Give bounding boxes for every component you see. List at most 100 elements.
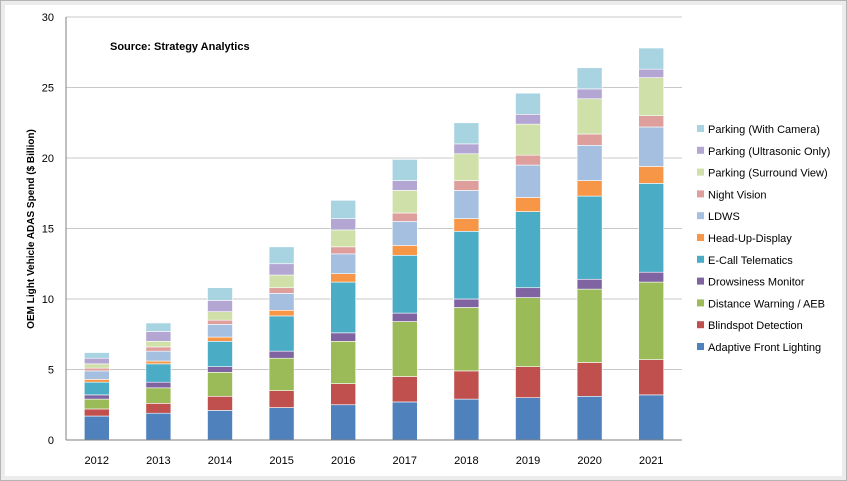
legend-label: Blindspot Detection — [708, 320, 803, 332]
bar-segment-ldws — [453, 190, 480, 219]
legend-swatch — [697, 343, 704, 350]
y-tick-label: 0 — [48, 435, 54, 447]
legend-item: Parking (Surround View) — [697, 168, 828, 180]
bar-segment-head-up-display — [145, 360, 172, 365]
bar-segment-e-call-telematics — [145, 363, 172, 383]
bar-segment-adaptive-front-lighting — [391, 401, 418, 441]
bar-stack-2015 — [268, 246, 295, 441]
bar-segment-parking-ultrasonic-only — [391, 180, 418, 191]
bar-segment-parking-ultrasonic-only — [515, 113, 541, 125]
bar-segment-night-vision — [638, 115, 665, 128]
bar-segment-ldws — [207, 324, 233, 338]
x-tick-label: 2018 — [454, 455, 478, 467]
legend-swatch — [697, 299, 704, 307]
bar-segment-night-vision — [391, 212, 418, 222]
bar-segment-ldws — [145, 350, 172, 362]
legend-label: Night Vision — [708, 189, 767, 201]
bar-segment-parking-surround-view — [453, 153, 480, 181]
bar-segment-distance-warning-aeb — [84, 398, 110, 410]
bar-segment-night-vision — [84, 367, 110, 372]
bar-segment-drowsiness-monitor — [145, 381, 172, 389]
bar-segment-adaptive-front-lighting — [515, 397, 541, 441]
bar-segment-parking-with-camera — [330, 200, 357, 219]
bar-segment-parking-surround-view — [84, 363, 110, 369]
legend-swatch — [697, 277, 704, 285]
legend-label: Parking (Ultrasonic Only) — [708, 146, 830, 158]
bar-segment-blindspot-detection — [268, 390, 295, 408]
bar-segment-blindspot-detection — [84, 408, 110, 417]
bar-segment-parking-surround-view — [145, 340, 172, 348]
bar-segment-e-call-telematics — [84, 381, 110, 396]
bar-segment-head-up-display — [391, 245, 418, 256]
legend-swatch — [697, 234, 704, 241]
bar-stack-2021 — [638, 47, 665, 441]
legend-item: Parking (Ultrasonic Only) — [697, 146, 830, 158]
legend-item: Parking (With Camera) — [697, 124, 820, 136]
y-tick-label: 15 — [42, 224, 54, 236]
bar-segment-parking-with-camera — [207, 287, 233, 301]
bar-segment-distance-warning-aeb — [330, 340, 357, 384]
bar-segment-ldws — [515, 164, 541, 198]
bar-segment-head-up-display — [576, 180, 603, 197]
bar-segment-blindspot-detection — [145, 403, 172, 414]
bar-segment-adaptive-front-lighting — [576, 395, 603, 441]
bar-segment-distance-warning-aeb — [453, 307, 480, 372]
bar-stack-2019 — [515, 92, 541, 441]
x-tick-label: 2020 — [577, 455, 601, 467]
x-tick-label: 2014 — [208, 455, 232, 467]
legend-swatch — [697, 255, 704, 263]
legend-swatch — [697, 146, 704, 154]
legend-item: Drowsiness Monitor — [697, 277, 805, 289]
bar-segment-distance-warning-aeb — [207, 372, 233, 397]
bar-segment-adaptive-front-lighting — [207, 410, 233, 441]
bar-segment-adaptive-front-lighting — [84, 415, 110, 441]
bar-segment-e-call-telematics — [268, 315, 295, 352]
bar-segment-blindspot-detection — [391, 376, 418, 403]
x-tick-label: 2013 — [146, 455, 170, 467]
x-tick-label: 2021 — [639, 455, 663, 467]
bar-segment-blindspot-detection — [330, 383, 357, 406]
bar-segment-parking-ultrasonic-only — [145, 331, 172, 342]
legend-label: Drowsiness Monitor — [708, 277, 805, 289]
bar-segment-parking-with-camera — [576, 67, 603, 90]
bar-segment-parking-ultrasonic-only — [453, 143, 480, 155]
bar-segment-e-call-telematics — [638, 183, 665, 273]
bar-segment-head-up-display — [207, 336, 233, 342]
bar-segment-drowsiness-monitor — [576, 278, 603, 290]
bar-segment-head-up-display — [84, 379, 110, 383]
bar-segment-drowsiness-monitor — [268, 350, 295, 359]
y-tick-label: 20 — [42, 153, 54, 165]
y-axis-title: OEM Light Vehicle ADAS Spend ($ Billion) — [26, 129, 37, 329]
bar-stack-2016 — [330, 200, 357, 441]
bar-segment-night-vision — [576, 133, 603, 146]
bar-segment-e-call-telematics — [391, 254, 418, 314]
bar-segment-distance-warning-aeb — [638, 281, 665, 360]
bar-segment-parking-with-camera — [391, 159, 418, 181]
bar-segment-head-up-display — [453, 218, 480, 232]
bar-segment-ldws — [391, 221, 418, 246]
legend-item: LDWS — [697, 211, 740, 223]
bar-segment-ldws — [638, 126, 665, 167]
x-tick-labels: 2012 2013 2014 2015 2016 2017 2018 2019 2020 2021 — [85, 455, 664, 467]
bar-segment-parking-ultrasonic-only — [638, 68, 665, 78]
legend-label: Parking (With Camera) — [708, 124, 820, 136]
bar-segment-drowsiness-monitor — [453, 298, 480, 308]
x-tick-label: 2016 — [331, 455, 355, 467]
bar-segment-night-vision — [268, 287, 295, 294]
bar-segment-parking-ultrasonic-only — [576, 88, 603, 100]
bar-segment-drowsiness-monitor — [638, 271, 665, 283]
bar-segment-night-vision — [330, 246, 357, 255]
bar-segment-e-call-telematics — [330, 281, 357, 334]
legend-label: LDWS — [708, 211, 740, 223]
bar-segment-night-vision — [207, 319, 233, 325]
bar-stack-2014 — [207, 287, 233, 441]
axes — [65, 17, 682, 441]
x-tick-label: 2019 — [516, 455, 540, 467]
bar-segment-drowsiness-monitor — [207, 366, 233, 373]
legend-item: Night Vision — [697, 189, 767, 201]
bar-segment-parking-ultrasonic-only — [330, 218, 357, 231]
bar-segment-ldws — [330, 253, 357, 274]
bar-segment-parking-ultrasonic-only — [268, 263, 295, 276]
legend-item: Adaptive Front Lighting — [697, 342, 821, 354]
